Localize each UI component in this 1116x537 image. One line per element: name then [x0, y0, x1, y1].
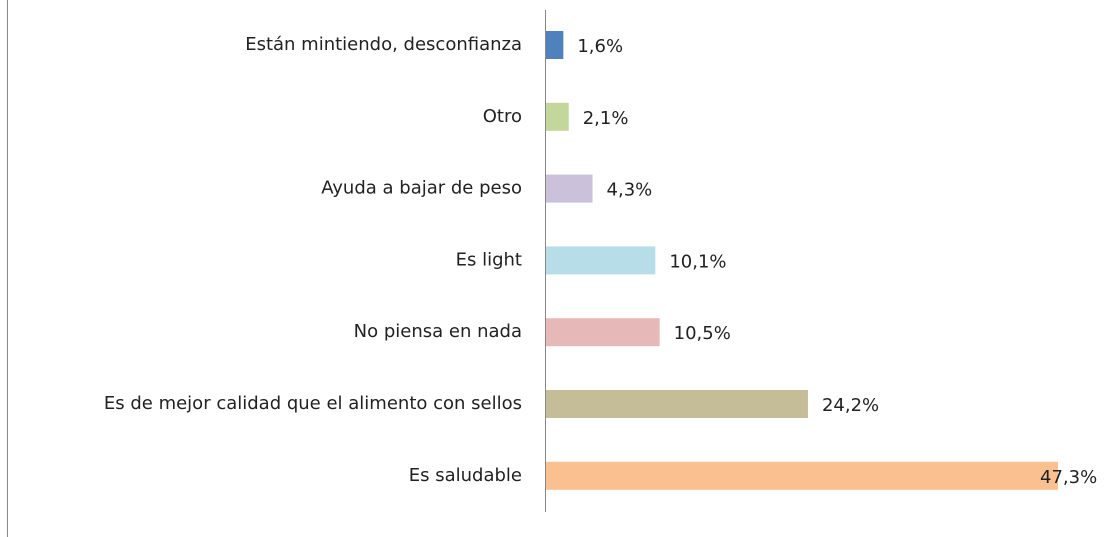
- bar: [546, 390, 808, 418]
- category-label: No piensa en nada: [354, 321, 522, 342]
- value-label: 47,3%: [1040, 467, 1097, 488]
- value-label: 2,1%: [583, 108, 629, 129]
- category-label: Es saludable: [409, 465, 522, 486]
- value-label: 24,2%: [822, 395, 879, 416]
- category-label: Ayuda a bajar de peso: [321, 178, 522, 199]
- value-label: 1,6%: [577, 36, 623, 57]
- bar: [546, 31, 564, 59]
- bar: [546, 246, 656, 275]
- category-label: Están mintiendo, desconfianza: [245, 34, 522, 55]
- value-label: 10,5%: [674, 323, 731, 344]
- bar: [546, 102, 569, 131]
- value-label: 10,1%: [669, 251, 726, 272]
- category-label: Es light: [456, 249, 522, 270]
- category-label: Otro: [483, 106, 522, 127]
- category-label: Es de mejor calidad que el alimento con …: [104, 393, 522, 414]
- bar: [546, 318, 660, 347]
- bar: [546, 461, 1058, 490]
- value-label: 4,3%: [607, 180, 653, 201]
- bar: [546, 174, 593, 203]
